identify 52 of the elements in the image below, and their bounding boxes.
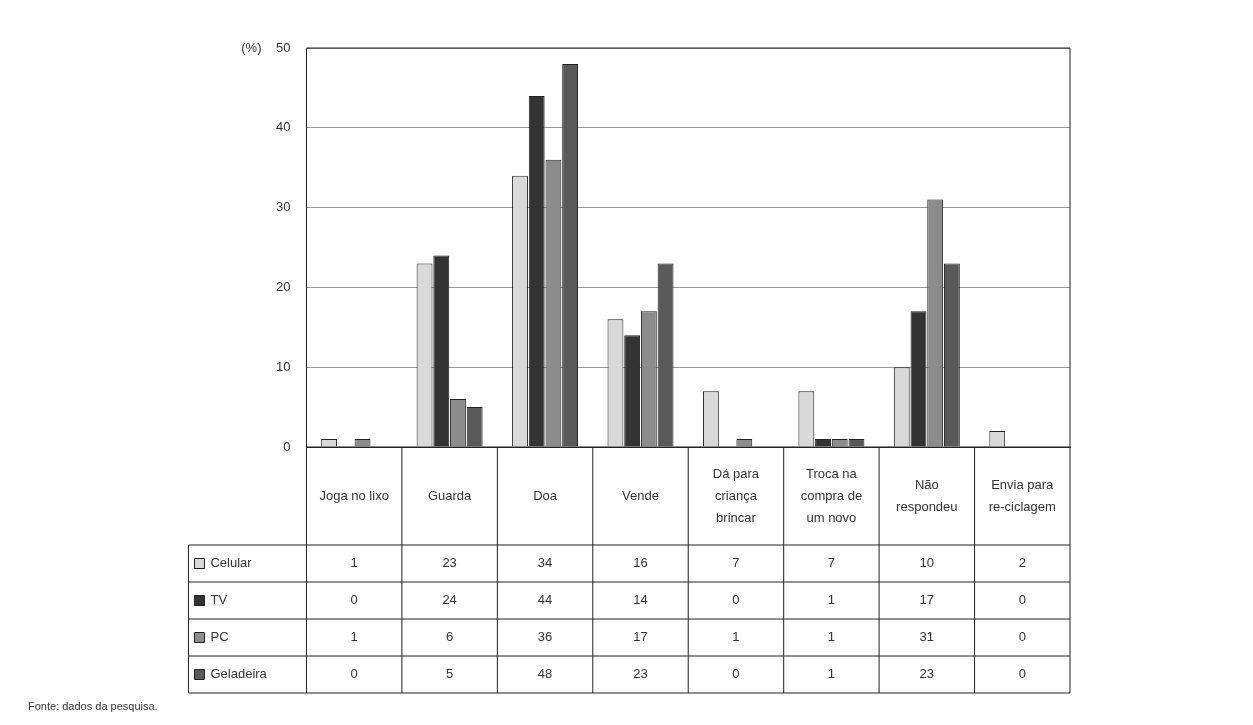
data-label: 0 (1018, 666, 1026, 682)
data-label: 5 (446, 666, 454, 682)
data-label: 23 (633, 666, 648, 682)
x-tick-label: Joga no lixo (319, 487, 389, 503)
data-label: 44 (537, 592, 553, 608)
y-tick-label: 20 (275, 278, 291, 294)
x-tick-label: Troca na compra de um novo (800, 465, 863, 525)
data-label: 1 (350, 555, 358, 571)
y-tick-label: 0 (283, 438, 291, 454)
x-tick-label: Guarda (427, 487, 473, 503)
data-label: 1 (827, 629, 836, 645)
y-axis-title: (%) (241, 39, 262, 55)
data-label: 0 (732, 592, 740, 608)
data-label: 7 (732, 555, 740, 571)
data-label: 6 (446, 629, 454, 645)
data-label: 1 (350, 629, 358, 645)
data-label: 14 (633, 592, 648, 608)
data-label: 48 (537, 666, 553, 682)
y-tick-label: 30 (275, 199, 291, 215)
y-tick-label: 10 (275, 358, 291, 374)
data-label: 0 (1018, 592, 1026, 608)
x-tick-label: Doa (533, 487, 558, 503)
data-label: 1 (827, 666, 836, 682)
y-tick-label: 50 (275, 39, 291, 55)
x-tick-label: Vende (622, 487, 659, 503)
data-label: 0 (1018, 629, 1026, 645)
data-label: 24 (442, 592, 457, 608)
x-tick-label: Dá para criança brincar (712, 465, 760, 525)
data-label: 1 (827, 592, 836, 608)
data-label: 2 (1018, 555, 1026, 571)
data-label: 0 (350, 592, 358, 608)
legend-label: PC (210, 629, 229, 645)
y-tick-label: 40 (275, 119, 291, 135)
legend-label: Geladeira (210, 666, 268, 682)
data-label: 0 (732, 666, 740, 682)
data-label: 23 (442, 555, 457, 571)
data-label: 17 (919, 592, 935, 608)
data-label: 31 (919, 629, 935, 645)
data-label: 10 (919, 555, 935, 571)
data-label: 0 (350, 666, 358, 682)
data-label: 17 (633, 629, 648, 645)
data-label: 34 (537, 555, 553, 571)
data-label: 16 (633, 555, 648, 571)
legend-label: Celular (210, 555, 253, 571)
legend-label: TV (210, 592, 228, 608)
x-tick-label: Não respondeu (896, 476, 958, 514)
source-note: Fonte: dados da pesquisa. (28, 700, 158, 713)
data-label: 1 (732, 629, 740, 645)
data-label: 7 (827, 555, 836, 571)
data-label: 23 (919, 666, 935, 682)
data-label: 36 (537, 629, 553, 645)
x-tick-label: Envia para re-ciclagem (988, 476, 1056, 514)
